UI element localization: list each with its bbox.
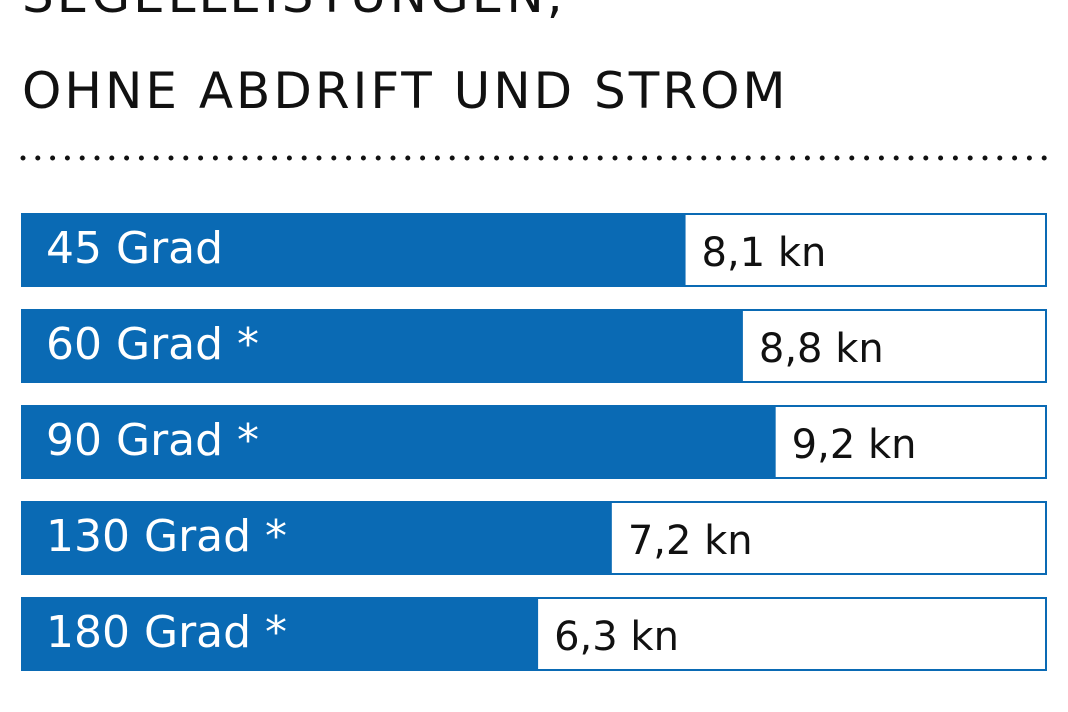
value-label: 8,8 kn [759, 326, 884, 372]
bar [22, 598, 539, 670]
value-label: 6,3 kn [554, 614, 679, 660]
bar [22, 214, 686, 286]
value-label: 9,2 kn [792, 422, 917, 468]
category-label: 60 Grad * [46, 319, 259, 370]
bar-row: 90 Grad * 9,2 kn [21, 405, 1047, 479]
chart-title-line-1: SEGELLEISTUNGEN, [22, 0, 566, 20]
bar [22, 502, 612, 574]
value-label: 7,2 kn [628, 518, 753, 564]
bar-row: 180 Grad * 6,3 kn [21, 597, 1047, 671]
category-label: 45 Grad [46, 223, 223, 274]
category-label: 130 Grad * [46, 511, 287, 562]
bar [22, 406, 776, 478]
bar [22, 310, 743, 382]
bar-row: 130 Grad * 7,2 kn [21, 501, 1047, 575]
chart-title-line-2: OHNE ABDRIFT UND STROM [22, 62, 789, 120]
category-label: 180 Grad * [46, 607, 287, 658]
category-label: 90 Grad * [46, 415, 259, 466]
value-label: 8,1 kn [702, 230, 827, 276]
bar-row: 60 Grad * 8,8 kn [21, 309, 1047, 383]
bar-row: 45 Grad 8,1 kn [21, 213, 1047, 287]
